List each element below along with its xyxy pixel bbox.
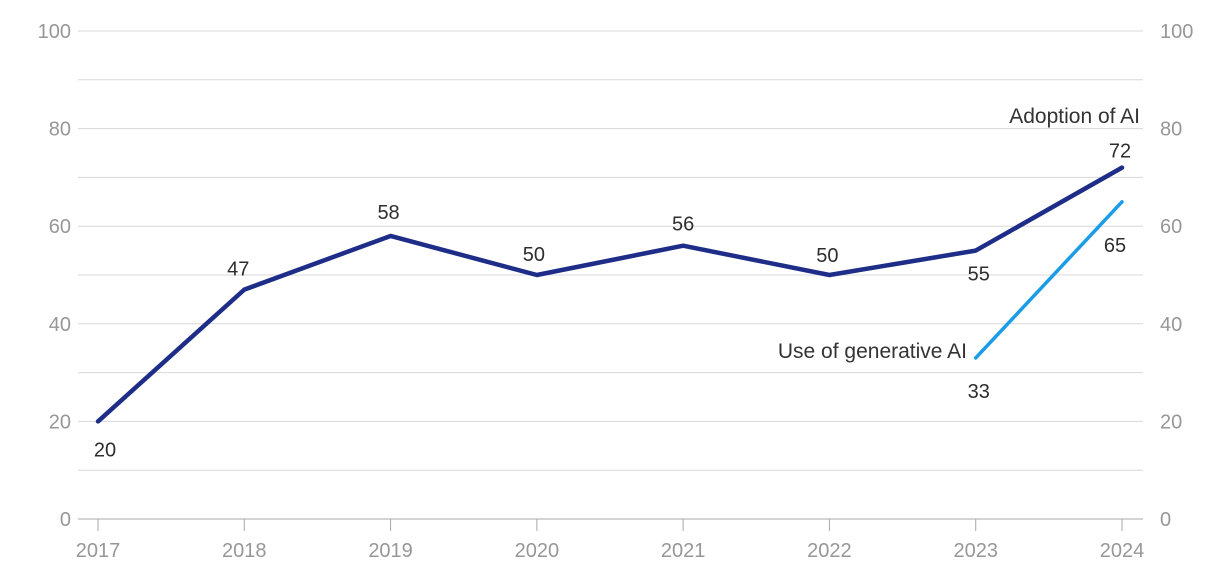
y-axis-label-right: 40 [1160, 314, 1182, 336]
y-axis-label-left: 0 [60, 509, 71, 531]
x-axis-label: 2017 [76, 540, 121, 562]
y-axis-label-left: 100 [38, 21, 71, 43]
data-label: 47 [227, 259, 249, 281]
data-label: 33 [968, 381, 990, 403]
x-axis-label: 2020 [515, 540, 560, 562]
data-label: 72 [1109, 141, 1131, 163]
x-axis-label: 2021 [661, 540, 706, 562]
data-label: 65 [1104, 235, 1126, 257]
data-label: 58 [377, 202, 399, 224]
x-axis-label: 2023 [953, 540, 998, 562]
series-line-adoption-of-ai [95, 165, 1125, 424]
data-label: 50 [523, 244, 545, 266]
data-label: 55 [968, 264, 990, 286]
y-axis-label-left: 80 [49, 119, 71, 141]
series-line-use-of-generative-ai [973, 200, 1124, 360]
y-axis-label-right: 0 [1160, 509, 1171, 531]
series-label-use-of-generative-ai: Use of generative AI [778, 340, 967, 363]
data-label: 50 [816, 245, 838, 267]
data-label: 20 [94, 439, 116, 461]
series-label-adoption-of-ai: Adoption of AI [1009, 105, 1140, 128]
y-axis-label-right: 20 [1160, 411, 1182, 433]
data-label: 56 [672, 214, 694, 236]
y-axis-label-left: 20 [49, 411, 71, 433]
y-axis-label-left: 40 [49, 314, 71, 336]
x-axis-label: 2022 [807, 540, 852, 562]
y-axis-label-right: 80 [1160, 119, 1182, 141]
y-axis-label-right: 60 [1160, 216, 1182, 238]
y-axis-label-right: 100 [1160, 21, 1193, 43]
x-axis-label: 2024 [1100, 540, 1145, 562]
x-axis-label: 2019 [368, 540, 413, 562]
y-axis-label-left: 60 [49, 216, 71, 238]
x-axis-label: 2018 [222, 540, 267, 562]
